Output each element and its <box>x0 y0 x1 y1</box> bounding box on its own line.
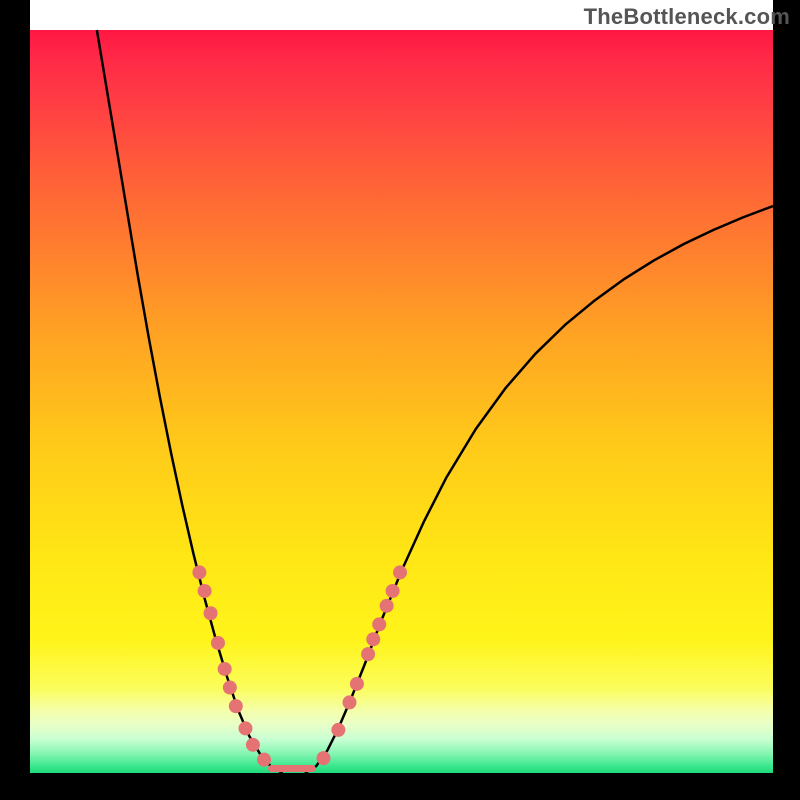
marker-left <box>204 606 218 620</box>
marker-right <box>372 617 386 631</box>
marker-left <box>218 662 232 676</box>
marker-left <box>223 681 237 695</box>
marker-left <box>192 565 206 579</box>
plot-area <box>30 30 773 773</box>
marker-left <box>229 699 243 713</box>
marker-right <box>361 647 375 661</box>
marker-left <box>211 636 225 650</box>
marker-right <box>366 632 380 646</box>
marker-right <box>380 599 394 613</box>
marker-left <box>198 584 212 598</box>
marker-right <box>316 751 330 765</box>
top-overlay <box>30 0 773 30</box>
chart-canvas: TheBottleneck.com <box>0 0 800 800</box>
marker-left <box>257 753 271 767</box>
marker-left <box>238 721 252 735</box>
marker-left <box>246 738 260 752</box>
chart-svg <box>0 0 800 800</box>
marker-right <box>386 584 400 598</box>
marker-right <box>342 695 356 709</box>
marker-right <box>331 723 345 737</box>
marker-right <box>350 677 364 691</box>
marker-right <box>393 565 407 579</box>
